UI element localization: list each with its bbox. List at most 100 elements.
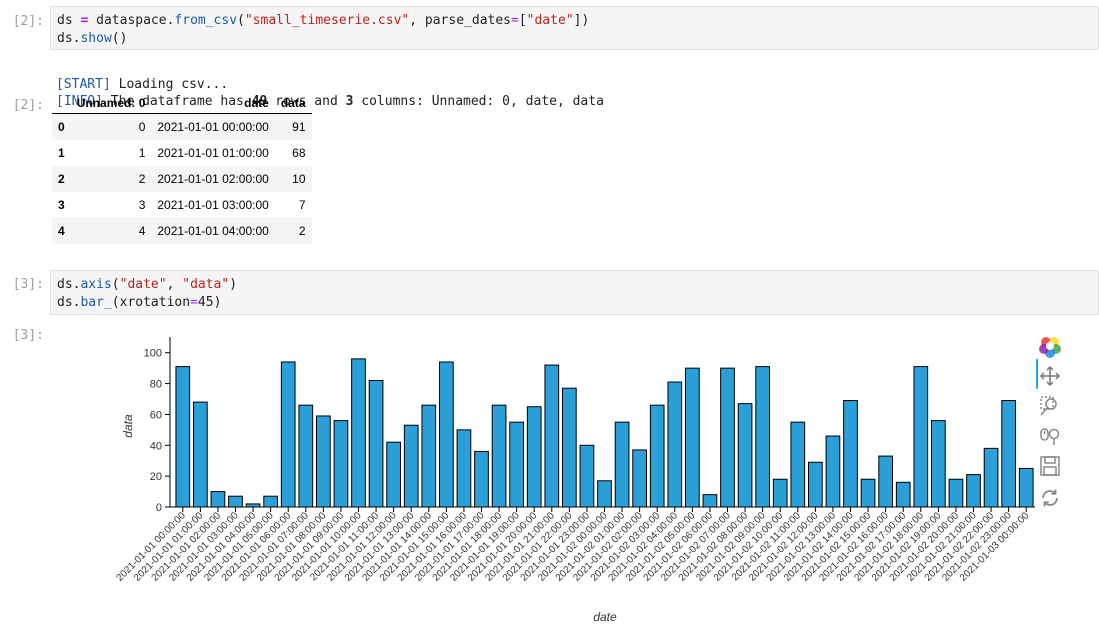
code-token: . (166, 13, 175, 28)
cell-3-prompt: [3]: (12, 277, 44, 292)
box-zoom-icon[interactable] (1038, 394, 1062, 418)
bar (474, 450, 489, 508)
bokeh-logo-icon[interactable] (1038, 334, 1062, 358)
info-text-3: columns: Unnamed: 0, date, data (353, 94, 604, 109)
table-row: 1 1 2021-01-01 01:00:00 68 (52, 140, 312, 166)
y-tick-label: 100 (144, 348, 162, 360)
bar (439, 361, 454, 508)
column-header: data (274, 93, 312, 114)
bar (245, 503, 261, 508)
cell-unnamed: 2 (138, 172, 146, 186)
bar (843, 400, 858, 508)
bar (948, 478, 964, 508)
bar (228, 495, 243, 508)
code-token: = (190, 295, 198, 310)
bar (790, 421, 806, 508)
cell-date: 2021-01-01 00:00:00 (157, 120, 269, 134)
cell-data: 10 (292, 172, 306, 186)
bar (333, 420, 349, 508)
code-token: ( (111, 277, 120, 292)
code-token: . (72, 31, 81, 46)
index-header (52, 93, 71, 114)
start-text: Loading csv... (110, 77, 229, 92)
code-token: 45 (197, 295, 214, 310)
code-cell-2[interactable]: ds = dataspace.from_csv("small_timeserie… (50, 6, 1099, 50)
code-token: show (80, 31, 112, 46)
bar (649, 404, 665, 508)
bar (614, 421, 630, 508)
bar (702, 494, 718, 508)
code-token: "date" (526, 13, 574, 28)
bar (280, 361, 296, 508)
y-axis-label: data (121, 414, 135, 438)
code-line: ds = dataspace.from_csv("small_timeserie… (57, 12, 1092, 30)
bar (403, 424, 419, 508)
code-token: ) (229, 277, 238, 292)
bar (456, 429, 472, 508)
y-tick-label: 0 (156, 502, 162, 514)
bar (316, 415, 331, 508)
code-token: "data" (182, 277, 230, 292)
table-row: 2 2 2021-01-01 02:00:00 10 (52, 166, 312, 192)
row-index: 2 (58, 172, 65, 186)
column-count: 3 (345, 94, 354, 109)
code-token: ds (57, 31, 73, 46)
code-token: ds (57, 13, 73, 28)
code-token: , parse_dates (409, 13, 511, 28)
column-header: date (151, 93, 275, 114)
code-token: ds (57, 277, 73, 292)
cell-unnamed: 3 (138, 198, 146, 212)
code-line: ds.axis("date", "data") (57, 276, 1092, 294)
code-token: . (72, 295, 81, 310)
output-2-prompt: [2]: (12, 98, 44, 113)
cell-unnamed: 0 (138, 120, 146, 134)
cell-unnamed: 4 (138, 224, 146, 238)
output-3-prompt: [3]: (12, 328, 44, 343)
code-token: ( (237, 13, 245, 28)
bar (368, 379, 384, 508)
save-icon[interactable] (1038, 454, 1062, 478)
code-line: ds.show() (57, 30, 1092, 48)
cell-data: 68 (292, 146, 306, 160)
bar (193, 401, 208, 508)
row-index: 4 (58, 224, 65, 238)
cell-date: 2021-01-01 01:00:00 (157, 146, 269, 160)
cell-data: 2 (298, 224, 306, 238)
row-index: 1 (58, 146, 65, 160)
code-token: bar_ (80, 295, 112, 310)
y-tick-label: 20 (150, 471, 162, 483)
code-token: [ (518, 13, 527, 28)
bar (966, 474, 981, 508)
bar (491, 404, 507, 508)
code-line: ds.bar_(xrotation=45) (57, 294, 1092, 312)
bar (544, 364, 560, 508)
bar (667, 381, 683, 508)
bar (597, 480, 612, 508)
code-token: "small_timeserie.csv" (244, 13, 410, 28)
bar (737, 403, 753, 508)
table-row: 0 0 2021-01-01 00:00:00 91 (52, 113, 312, 140)
bar (860, 478, 876, 508)
cell-data: 91 (292, 120, 306, 134)
bar (351, 358, 366, 508)
bar (509, 421, 524, 508)
bar (685, 367, 700, 508)
code-cell-3[interactable]: ds.axis("date", "data") ds.bar_(xrotatio… (50, 270, 1099, 315)
bar (755, 366, 770, 508)
bar-chart[interactable]: 0 20 40 60 80 100 2021-01-01 00:00:00 2021-01-0… (110, 330, 1040, 630)
code-token: ]) (573, 13, 590, 28)
pan-icon[interactable] (1038, 364, 1062, 388)
code-token: = (80, 13, 89, 28)
bar (808, 461, 823, 508)
code-token: () (111, 31, 128, 46)
row-index: 0 (58, 120, 65, 134)
x-axis-label: date (593, 610, 617, 624)
dataframe-table: Unnamed: 0 date data 0 0 2021-01-01 00:0… (52, 93, 312, 244)
wheel-zoom-icon[interactable] (1038, 424, 1062, 448)
cell-data: 7 (298, 198, 306, 212)
reset-icon[interactable] (1038, 486, 1062, 510)
y-tick-label: 80 (150, 379, 162, 391)
column-header: Unnamed: 0 (70, 93, 152, 114)
code-token: axis (80, 277, 112, 292)
